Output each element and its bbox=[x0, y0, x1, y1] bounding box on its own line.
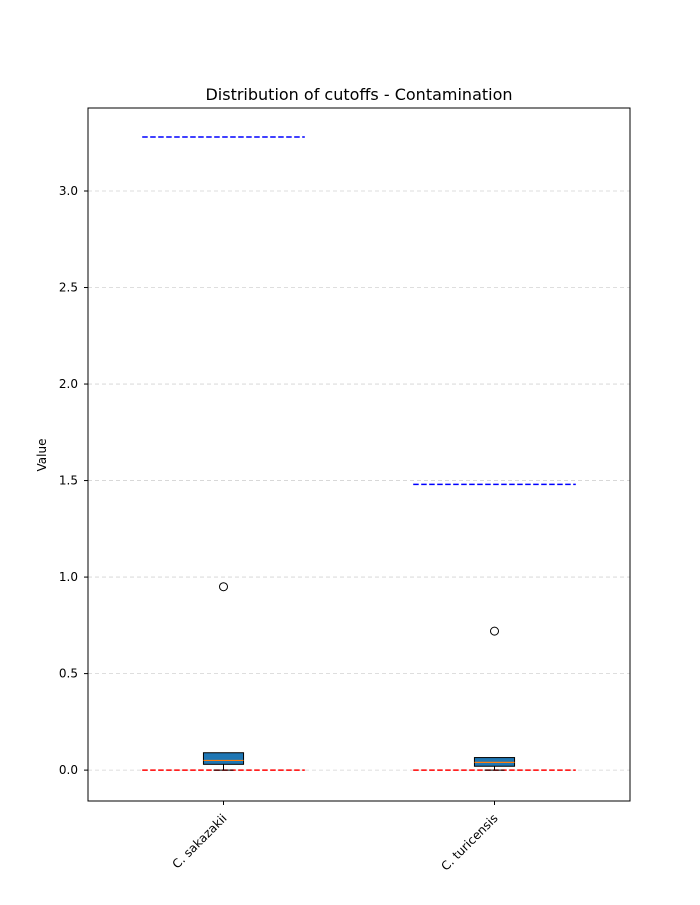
plot-marks bbox=[142, 136, 576, 771]
y-tick-label: 3.0 bbox=[59, 184, 78, 198]
y-tick-label: 0.5 bbox=[59, 667, 78, 681]
outlier-point bbox=[219, 582, 228, 592]
plot-frame bbox=[87, 107, 631, 802]
box-iqr bbox=[202, 752, 245, 765]
x-tick-label: C. sakazakii bbox=[170, 811, 230, 871]
y-tick-label: 0.0 bbox=[59, 763, 78, 777]
grid-lines bbox=[88, 190, 630, 771]
outlier-point bbox=[490, 626, 499, 636]
y-tick-label: 2.0 bbox=[59, 377, 78, 391]
chart-title: Distribution of cutoffs - Contamination bbox=[205, 85, 512, 104]
y-tick-label: 1.0 bbox=[59, 570, 78, 584]
x-tick-label: C. turicensis bbox=[438, 811, 500, 873]
y-tick-label: 1.5 bbox=[59, 474, 78, 488]
y-axis-label: Value bbox=[35, 439, 49, 472]
y-tick-label: 2.5 bbox=[59, 281, 78, 295]
